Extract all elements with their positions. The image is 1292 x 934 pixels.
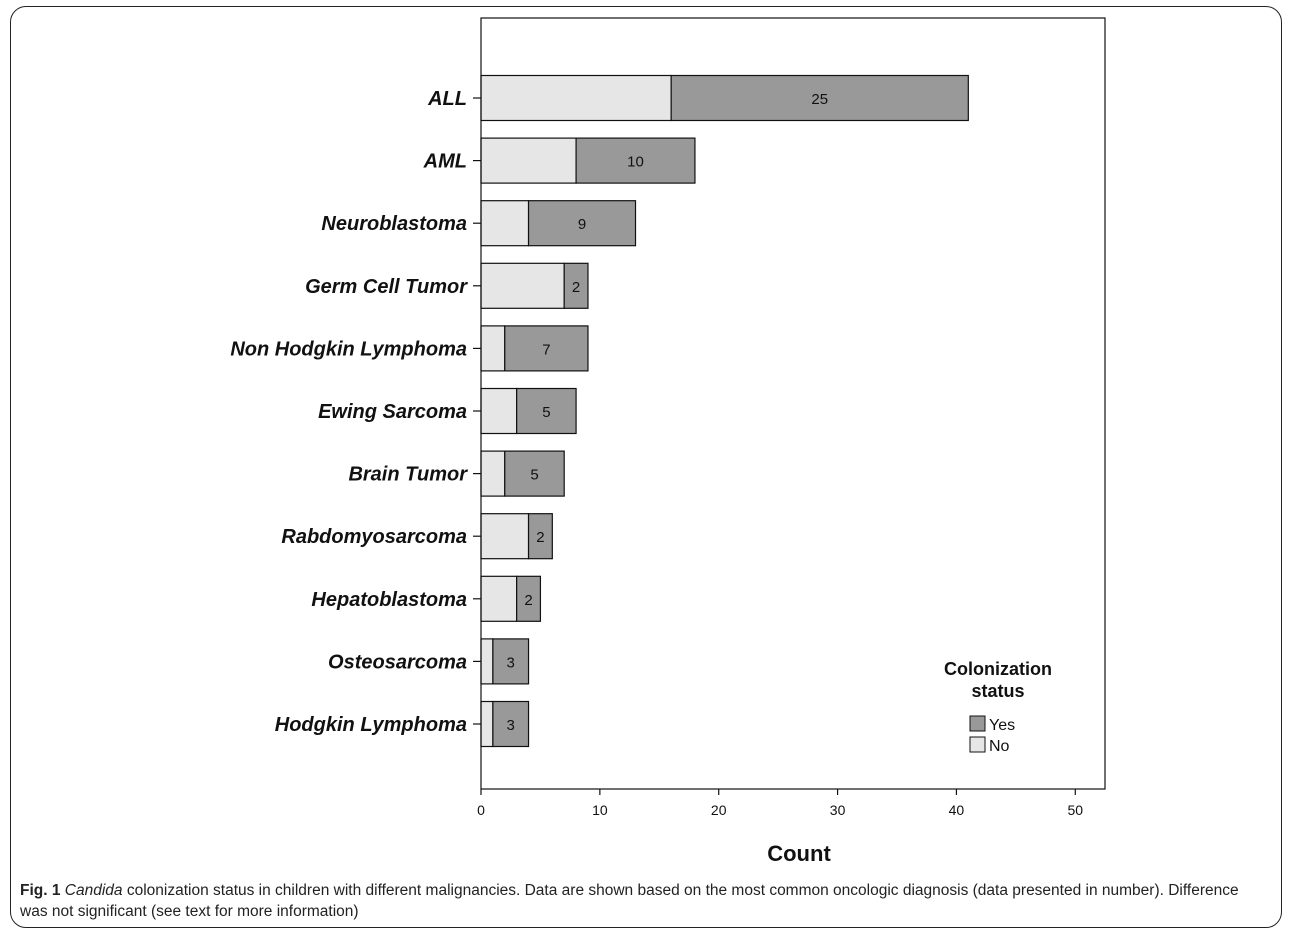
bar-yes-aml — [575, 137, 696, 184]
category-label-osteosarcoma: Osteosarcoma — [328, 651, 467, 673]
x-axis: 0 10 20 30 40 50 — [477, 17, 1106, 818]
bar-label-hodgkin-lymphoma: 3 — [507, 717, 515, 734]
bar-yes-hodgkin-lymphoma — [492, 700, 530, 748]
legend-title-line1: Colonization — [944, 659, 1052, 679]
x-tick-label-50: 50 — [1067, 802, 1083, 818]
category-label-rabdomyosarcoma: Rabdomyosarcoma — [281, 526, 467, 548]
caption-text: colonization status in children with dif… — [20, 882, 1239, 920]
x-tick-label-20: 20 — [711, 802, 727, 818]
category-label-germ-cell-tumor: Germ Cell Tumor — [305, 276, 468, 298]
category-label-brain-tumor: Brain Tumor — [348, 464, 468, 486]
x-axis-title: Count — [767, 841, 831, 866]
legend-swatch-yes — [969, 715, 986, 732]
bar-label-osteosarcoma: 3 — [507, 654, 515, 671]
bar-label-rabdomyosarcoma: 2 — [536, 529, 544, 546]
figure-caption: Fig. 1 Candida colonization status in ch… — [20, 880, 1270, 922]
bar-no-aml — [480, 137, 577, 184]
bar-no-brain-tumor — [480, 450, 506, 497]
bar-yes-non-hodgkin-lymphoma — [504, 325, 589, 372]
bar-chart: 25 10 9 2 7 5 5 2 2 3 3 ALL AML Neuroblastoma Germ Ce… — [230, 17, 1106, 866]
category-label-hepatoblastoma: Hepatoblastoma — [311, 589, 467, 611]
legend-title-line2: status — [971, 681, 1024, 701]
bar-no-non-hodgkin-lymphoma — [480, 325, 506, 372]
bar-yes-germ-cell-tumor — [563, 262, 589, 309]
bar-no-osteosarcoma — [480, 638, 494, 685]
bar-yes-hepatoblastoma — [516, 575, 542, 622]
x-tick-label-40: 40 — [949, 802, 965, 818]
plot-area-border — [480, 17, 1106, 790]
bars-layer: 25 10 9 2 7 5 5 2 2 3 3 — [480, 74, 969, 748]
x-tick-label-10: 10 — [592, 802, 608, 818]
x-tick-label-30: 30 — [830, 802, 846, 818]
bar-no-all — [480, 74, 672, 122]
bar-yes-all — [670, 74, 969, 122]
category-label-hodgkin-lymphoma: Hodgkin Lymphoma — [275, 714, 467, 736]
bar-no-rabdomyosarcoma — [480, 513, 530, 560]
category-label-neuroblastoma: Neuroblastoma — [321, 213, 467, 235]
category-labels: ALL AML Neuroblastoma Germ Cell Tumor Non Ho… — [230, 88, 481, 736]
bar-label-neuroblastoma: 9 — [578, 216, 586, 233]
bar-yes-ewing-sarcoma — [516, 387, 577, 435]
category-label-aml: AML — [423, 151, 467, 173]
bar-yes-rabdomyosarcoma — [527, 513, 553, 560]
bar-label-aml: 10 — [627, 154, 644, 171]
bar-no-neuroblastoma — [480, 200, 530, 247]
bar-yes-osteosarcoma — [492, 638, 530, 685]
legend-entry-no: No — [989, 738, 1010, 755]
category-label-all: ALL — [427, 88, 467, 110]
bar-no-hepatoblastoma — [480, 575, 518, 622]
bar-label-non-hodgkin-lymphoma: 7 — [542, 341, 550, 358]
bar-label-hepatoblastoma: 2 — [524, 592, 532, 609]
legend-entry-yes: Yes — [989, 717, 1015, 734]
caption-italic-word: Candida — [64, 882, 123, 899]
bar-label-brain-tumor: 5 — [530, 467, 538, 484]
bar-label-all: 25 — [811, 91, 828, 108]
category-label-non-hodgkin-lymphoma: Non Hodgkin Lymphoma — [230, 338, 467, 360]
bar-no-germ-cell-tumor — [480, 262, 565, 309]
bar-yes-neuroblastoma — [527, 200, 637, 247]
figure-label: Fig. 1 — [20, 882, 61, 899]
bar-no-ewing-sarcoma — [480, 387, 518, 435]
bar-yes-brain-tumor — [504, 450, 565, 497]
bar-label-ewing-sarcoma: 5 — [542, 404, 550, 421]
category-label-ewing-sarcoma: Ewing Sarcoma — [318, 401, 467, 423]
bar-label-germ-cell-tumor: 2 — [572, 279, 580, 296]
legend-swatch-no — [969, 736, 986, 753]
legend: Colonization status Yes No — [944, 659, 1052, 755]
bar-no-hodgkin-lymphoma — [480, 700, 494, 748]
x-tick-label-0: 0 — [477, 802, 485, 818]
